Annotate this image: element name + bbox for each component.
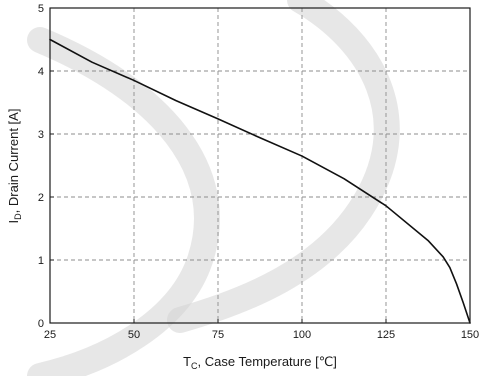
- x-axis-title-close: ]: [333, 354, 337, 369]
- y-tick-label-2: 2: [38, 192, 44, 204]
- y-axis-title-main: I: [6, 220, 21, 224]
- y-tick-label-1: 1: [38, 255, 44, 267]
- x-axis-title-main: T: [183, 354, 191, 369]
- y-axis-title: ID, Drain Current [A]: [6, 109, 23, 224]
- x-tick-label-4: 125: [377, 329, 395, 341]
- x-tick-label-1: 50: [128, 329, 140, 341]
- x-tick-label-2: 75: [212, 329, 224, 341]
- y-tick-label-3: 3: [38, 129, 44, 141]
- y-axis-title-rest: , Drain Current [A]: [6, 109, 21, 214]
- y-tick-label-4: 4: [38, 66, 44, 78]
- grid: [50, 8, 470, 323]
- x-axis-title: TC, Case Temperature [℃]: [183, 354, 337, 371]
- series-layer: [49, 38, 471, 324]
- x-tick-label-3: 100: [293, 329, 311, 341]
- watermark: [27, 0, 400, 376]
- y-tick-label-0: 0: [38, 318, 44, 330]
- y-axis-title-sub: D: [13, 213, 23, 220]
- x-tick-labels: 25 50 75 100 125 150: [44, 329, 479, 341]
- y-tick-labels: 0 1 2 3 4 5: [38, 3, 44, 330]
- x-axis-title-rest: , Case Temperature [: [198, 354, 320, 369]
- x-tick-label-0: 25: [44, 329, 56, 341]
- series-line-0: [49, 38, 471, 324]
- x-tick-label-5: 150: [461, 329, 479, 341]
- tick-marks: [49, 7, 471, 324]
- x-axis-title-sub: C: [191, 361, 198, 371]
- y-tick-label-5: 5: [38, 3, 44, 15]
- plot-frame: [49, 7, 471, 324]
- x-axis-title-unit: ℃: [319, 354, 334, 369]
